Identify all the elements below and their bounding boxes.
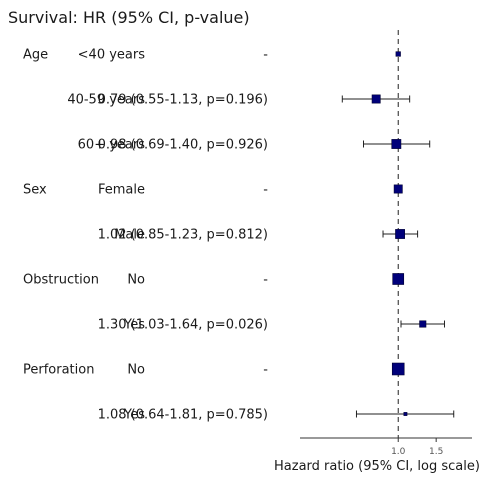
- row-variable-label: Age: [23, 48, 48, 63]
- hr-marker: [403, 412, 408, 416]
- row-estimate-label: 1.30 (1.03-1.64, p=0.026): [98, 318, 268, 333]
- row-variable-label: Obstruction: [23, 273, 99, 288]
- row-estimate-label: 1.02 (0.85-1.23, p=0.812): [98, 228, 268, 243]
- row-level-label: Male: [114, 228, 145, 243]
- row-estimate-label: -: [263, 48, 268, 63]
- x-axis-title: Hazard ratio (95% CI, log scale): [274, 459, 480, 474]
- hr-marker: [391, 139, 402, 149]
- row-level-label: No: [127, 363, 145, 378]
- row-level-label: Yes: [123, 408, 145, 423]
- row-estimate-label: 0.98 (0.69-1.40, p=0.926): [98, 138, 268, 153]
- row-estimate-label: -: [263, 273, 268, 288]
- x-tick-label: 1.5: [429, 447, 443, 457]
- row-level-label: Female: [98, 183, 145, 198]
- chart-title: Survival: HR (95% CI, p-value): [8, 8, 250, 27]
- row-level-label: <40 years: [78, 48, 146, 63]
- row-level-label: No: [127, 273, 145, 288]
- row-estimate-label: 1.08 (0.64-1.81, p=0.785): [98, 408, 268, 423]
- row-level-label: Yes: [123, 318, 145, 333]
- hr-marker: [392, 273, 405, 285]
- hr-marker: [395, 229, 405, 239]
- hr-marker: [419, 320, 427, 328]
- hr-marker: [391, 362, 405, 376]
- hr-marker: [393, 184, 403, 194]
- row-level-label: 40-59 years: [67, 93, 145, 108]
- hr-marker: [395, 51, 401, 57]
- row-estimate-label: -: [263, 183, 268, 198]
- row-estimate-label: -: [263, 363, 268, 378]
- x-axis: 1.0 1.5: [300, 437, 472, 457]
- x-tick-label: 1.0: [391, 447, 406, 457]
- hr-marker: [371, 94, 381, 104]
- row-variable-label: Sex: [23, 183, 47, 198]
- row-estimate-label: 0.79 (0.55-1.13, p=0.196): [98, 93, 268, 108]
- row-level-label: 60+ years: [78, 138, 146, 153]
- row-variable-label: Perforation: [23, 363, 94, 378]
